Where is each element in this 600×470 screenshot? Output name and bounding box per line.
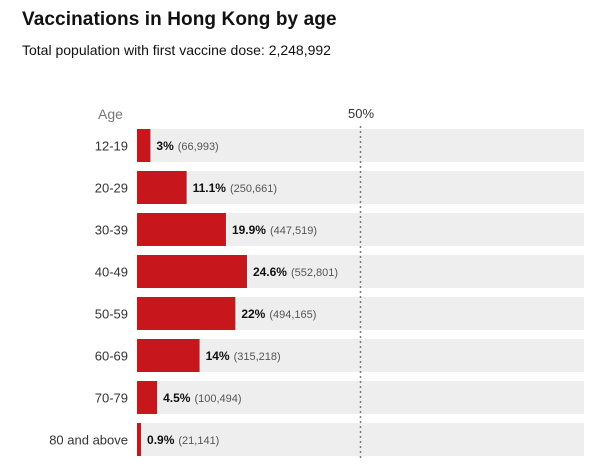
value-label: 11.1% (250,661) [193,181,277,195]
value-label: 3% (66,993) [156,139,218,153]
value-percent: 11.1% [193,181,227,195]
value-count: (100,494) [194,393,241,405]
chart-subtitle: Total population with first vaccine dose… [22,42,331,58]
value-count: (21,141) [178,435,219,447]
category-label: 60-69 [95,349,128,364]
value-label: 14% (315,218) [206,349,281,363]
value-percent: 22% [241,307,265,321]
value-percent: 24.6% [253,265,287,279]
age-axis-header: Age [98,106,123,122]
reference-line-label: 50% [348,106,375,121]
value-label: 0.9% (21,141) [147,433,219,447]
value-count: (315,218) [234,351,281,363]
value-label: 22% (494,165) [241,307,316,321]
bar [137,171,187,204]
value-percent: 19.9% [232,223,266,237]
bar [137,381,158,414]
value-label: 4.5% (100,494) [163,391,241,405]
bar [137,213,226,246]
category-label: 50-59 [95,307,128,322]
category-label: 20-29 [95,181,128,196]
bar [137,297,236,330]
category-label: 40-49 [95,265,128,280]
category-label: 80 and above [49,433,128,448]
bar-track [137,423,584,456]
value-label: 19.9% (447,519) [232,223,317,237]
value-percent: 0.9% [147,433,175,447]
value-count: (66,993) [178,141,219,153]
value-percent: 3% [156,139,174,153]
bar [137,339,200,372]
category-label: 70-79 [95,391,128,406]
bar [137,255,247,288]
category-label: 30-39 [95,223,128,238]
chart-title: Vaccinations in Hong Kong by age [22,9,337,30]
bar [137,129,151,162]
category-label: 12-19 [95,139,128,154]
bar [137,423,142,456]
value-count: (250,661) [230,183,277,195]
value-percent: 4.5% [163,391,191,405]
value-count: (494,165) [269,309,316,321]
value-percent: 14% [206,349,230,363]
value-count: (447,519) [270,225,317,237]
value-count: (552,801) [291,267,338,279]
value-label: 24.6% (552,801) [253,265,338,279]
